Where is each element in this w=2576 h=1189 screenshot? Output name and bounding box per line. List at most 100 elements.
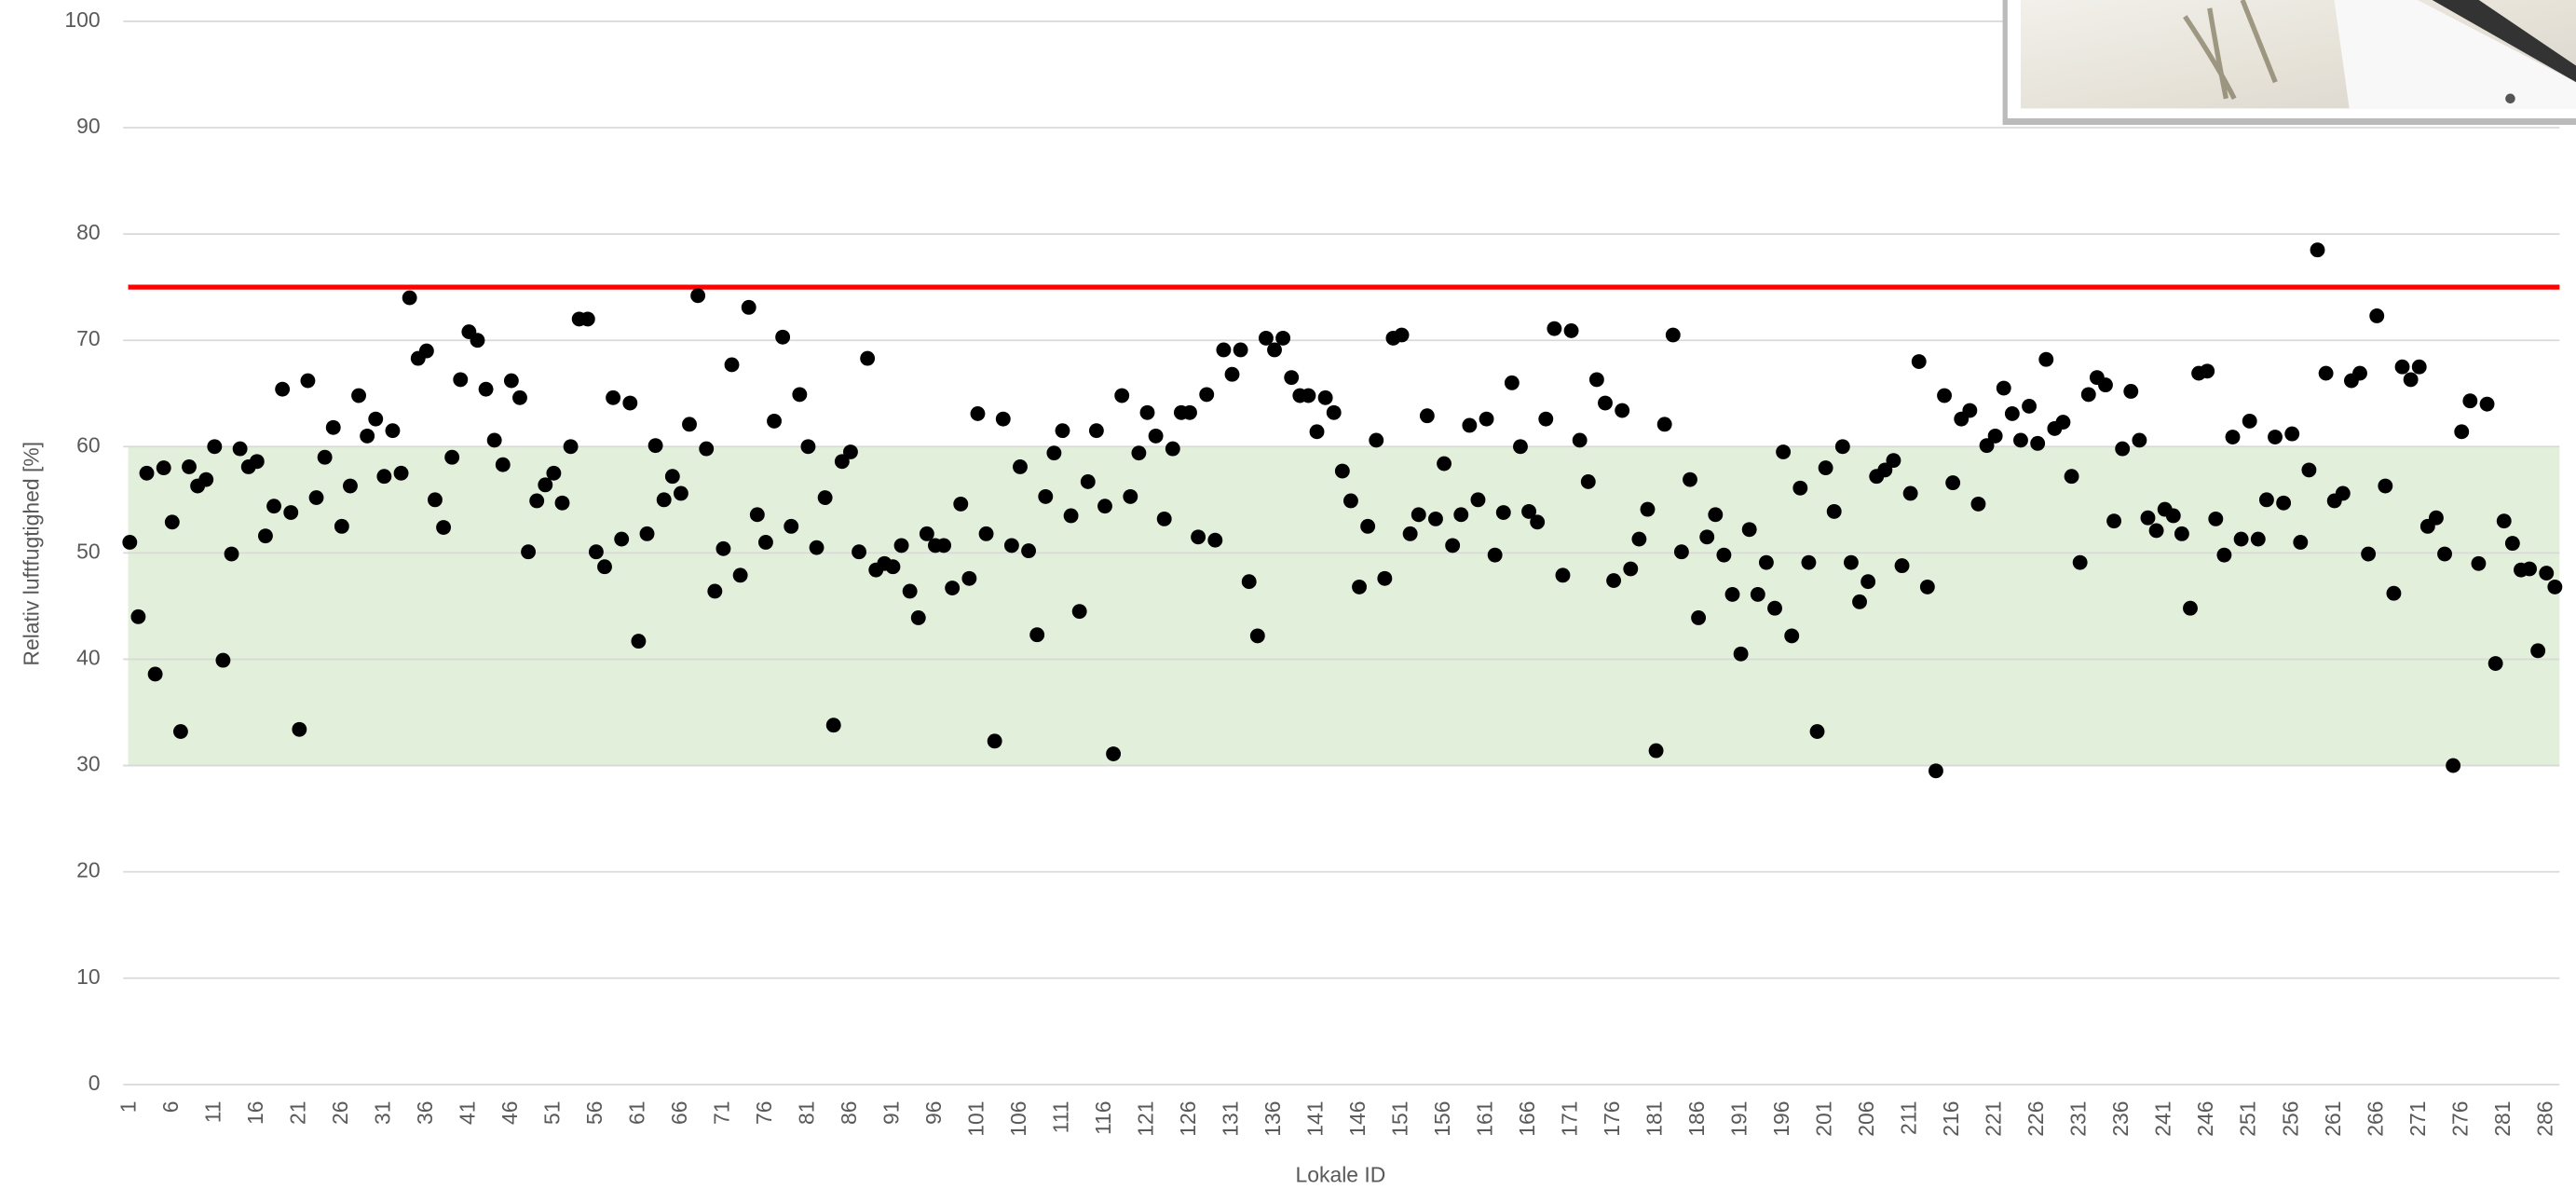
data-point — [258, 528, 273, 543]
data-point — [487, 433, 502, 448]
x-tick-label: 131 — [1219, 1100, 1243, 1136]
data-point — [665, 469, 680, 484]
data-point — [1631, 532, 1646, 547]
data-point — [758, 535, 773, 550]
x-tick-label: 156 — [1430, 1100, 1454, 1136]
data-point — [1751, 587, 1765, 602]
data-point — [122, 535, 137, 550]
data-point — [614, 532, 629, 547]
data-point — [198, 472, 213, 487]
data-point — [1106, 746, 1121, 761]
data-point — [1649, 744, 1664, 758]
data-point — [1207, 533, 1222, 548]
data-point — [360, 429, 375, 444]
data-point — [1123, 489, 1138, 504]
data-point — [996, 412, 1011, 427]
x-tick-label: 76 — [752, 1100, 776, 1124]
data-point — [826, 718, 841, 732]
data-point — [1395, 328, 1410, 343]
x-tick-label: 141 — [1303, 1100, 1328, 1136]
y-tick-label: 80 — [76, 220, 100, 244]
data-point — [1657, 417, 1672, 431]
data-point — [750, 507, 765, 522]
data-point — [2446, 758, 2460, 773]
data-point — [886, 559, 901, 574]
x-tick-label: 276 — [2447, 1100, 2472, 1136]
data-point — [444, 450, 459, 465]
data-point — [1505, 376, 1520, 390]
data-point — [1641, 502, 1656, 517]
data-point — [309, 490, 324, 505]
data-point — [521, 544, 536, 559]
data-point — [1072, 604, 1087, 619]
data-point — [1691, 610, 1706, 625]
data-point — [742, 300, 756, 315]
data-point — [1352, 580, 1367, 594]
data-point — [1852, 594, 1867, 609]
chart: 0102030405060708090100161116212631364146… — [0, 0, 2576, 1189]
data-point — [2208, 512, 2223, 526]
x-tick-label: 26 — [328, 1100, 352, 1124]
data-point — [725, 358, 740, 373]
x-axis-label: Lokale ID — [1296, 1163, 1386, 1187]
data-point — [657, 492, 672, 507]
x-tick-label: 51 — [539, 1100, 564, 1124]
data-point — [775, 330, 790, 345]
data-point — [326, 420, 341, 435]
data-point — [1895, 558, 1910, 573]
data-point — [2462, 393, 2477, 408]
data-point — [2174, 526, 2189, 541]
data-point — [1377, 571, 1392, 586]
data-point — [707, 584, 722, 599]
photo-inset — [2003, 0, 2576, 125]
data-point — [504, 374, 519, 389]
data-point — [597, 559, 612, 574]
data-point — [1056, 423, 1070, 438]
data-point — [1683, 472, 1697, 487]
data-point — [1792, 481, 1807, 496]
data-point — [792, 387, 807, 402]
data-point — [2098, 377, 2113, 392]
data-point — [1538, 412, 1553, 427]
data-point — [2106, 513, 2121, 528]
data-point — [1666, 328, 1681, 343]
data-point — [1097, 499, 1112, 513]
data-point — [860, 351, 875, 366]
data-point — [2276, 496, 2291, 511]
data-point — [2522, 562, 2537, 577]
data-point — [953, 497, 968, 512]
x-tick-label: 136 — [1261, 1100, 1285, 1136]
x-tick-label: 71 — [709, 1100, 733, 1124]
data-point — [631, 634, 646, 649]
data-point — [1064, 509, 1079, 524]
data-point — [1742, 522, 1757, 537]
y-tick-label: 50 — [76, 539, 100, 563]
data-point — [2284, 427, 2299, 442]
x-tick-label: 211 — [1897, 1100, 1921, 1135]
data-point — [1216, 343, 1231, 358]
data-point — [1945, 475, 1960, 490]
data-point — [733, 567, 748, 582]
data-point — [1810, 724, 1825, 739]
data-point — [1912, 354, 1927, 369]
data-point — [2352, 366, 2367, 381]
data-point — [283, 505, 298, 520]
data-point — [1403, 526, 1418, 541]
data-point — [1513, 439, 1528, 454]
data-point — [1233, 343, 1248, 358]
data-point — [275, 382, 290, 397]
data-point — [1182, 405, 1197, 420]
data-point — [2293, 535, 2308, 550]
data-point — [2378, 479, 2392, 494]
y-tick-label: 0 — [89, 1071, 101, 1095]
data-point — [682, 417, 697, 431]
x-tick-label: 216 — [1939, 1100, 1963, 1136]
data-point — [2412, 360, 2427, 375]
data-point — [1318, 390, 1333, 405]
data-point — [1114, 389, 1129, 403]
x-tick-label: 91 — [879, 1100, 903, 1124]
data-point — [215, 653, 230, 668]
data-point — [1343, 494, 1358, 509]
x-tick-label: 111 — [1049, 1100, 1073, 1133]
data-point — [368, 412, 383, 427]
